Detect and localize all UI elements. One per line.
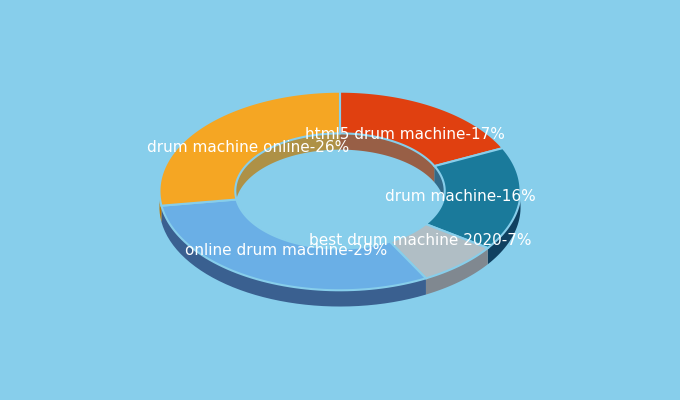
Polygon shape [160,92,340,222]
Polygon shape [488,148,521,264]
Text: drum machine online-26%: drum machine online-26% [147,140,350,155]
Text: drum machine-16%: drum machine-16% [386,189,537,204]
Polygon shape [340,92,503,164]
Polygon shape [340,133,435,182]
Polygon shape [426,166,445,240]
Polygon shape [237,200,390,265]
Polygon shape [235,133,340,216]
Text: html5 drum machine-17%: html5 drum machine-17% [305,127,505,142]
Polygon shape [390,224,488,278]
Text: best drum machine 2020-7%: best drum machine 2020-7% [309,233,532,248]
Polygon shape [159,92,340,206]
Text: online drum machine-29%: online drum machine-29% [185,243,387,258]
Polygon shape [426,248,488,294]
Polygon shape [161,200,426,290]
Polygon shape [340,92,503,166]
Polygon shape [426,148,521,248]
Polygon shape [161,206,426,306]
Polygon shape [390,224,426,258]
